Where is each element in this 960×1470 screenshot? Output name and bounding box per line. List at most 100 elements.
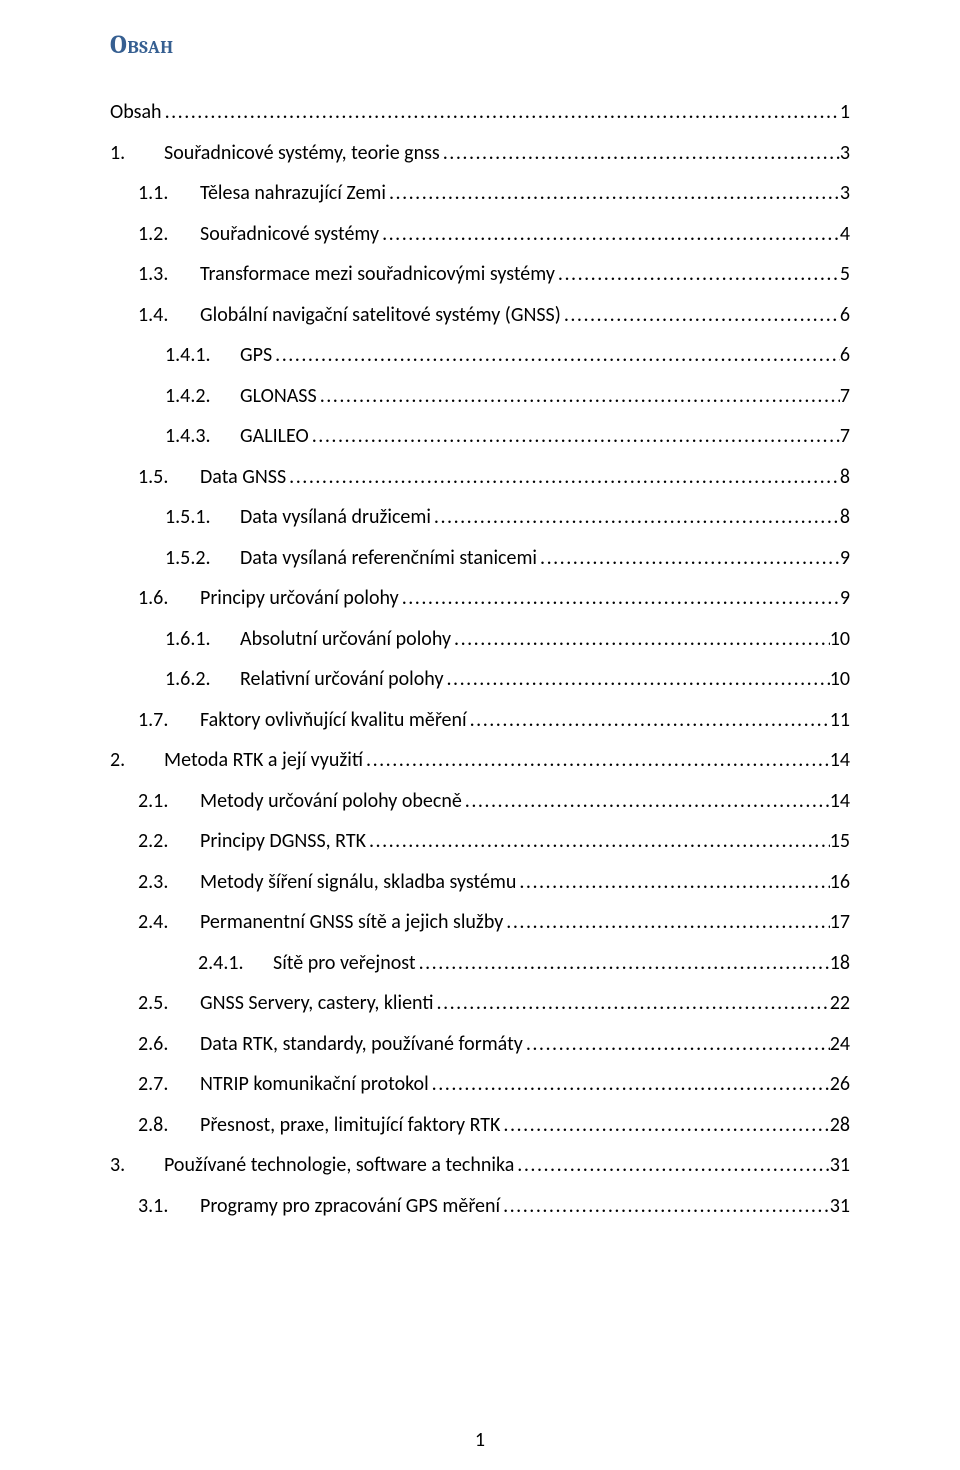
- toc-entry-leader: [467, 710, 830, 730]
- toc-entry: 2.2.Principy DGNSS, RTK 15: [110, 831, 850, 851]
- toc-entry-title: GNSS Servery, castery, klienti: [200, 991, 434, 1015]
- toc-entry-page: 5: [840, 264, 850, 284]
- toc-entry: 2.4.1.Sítě pro veřejnost 18: [110, 953, 850, 973]
- toc-entry-number: 1.5.: [138, 467, 200, 487]
- toc-entry-title: Tělesa nahrazující Zemi: [200, 181, 386, 205]
- toc-entry-page: 7: [840, 426, 850, 446]
- toc-entry-number: 1.4.: [138, 305, 200, 325]
- toc-entry-title: Sítě pro veřejnost: [273, 951, 416, 975]
- toc-entry-page: 9: [840, 548, 850, 568]
- toc-entry-leader: [516, 872, 829, 892]
- toc-entry-title: Data vysílaná družicemi: [240, 505, 431, 529]
- toc-entry-page: 6: [840, 305, 850, 325]
- toc-entry-page: 3: [840, 143, 850, 163]
- toc-entry-number: 2.1.: [138, 791, 200, 811]
- toc-entry: 1.4.1.GPS 6: [110, 345, 850, 365]
- toc-entry-leader: [386, 183, 840, 203]
- toc-entry: 1.3.Transformace mezi souřadnicovými sys…: [110, 264, 850, 284]
- toc-entry-title: Principy určování polohy: [200, 586, 399, 610]
- toc-entry-number: 1.6.1.: [165, 629, 240, 649]
- toc-entry-label: 1.3.Transformace mezi souřadnicovými sys…: [138, 264, 555, 284]
- toc-entry-leader: [500, 1115, 829, 1135]
- toc-entry-leader: [366, 831, 830, 851]
- toc-entry: 2.8.Přesnost, praxe, limitující faktory …: [110, 1115, 850, 1135]
- toc-entry: Obsah 1: [110, 102, 850, 122]
- toc-entry-page: 11: [830, 710, 850, 730]
- toc-entry: 2.5.GNSS Servery, castery, klienti 22: [110, 993, 850, 1013]
- toc-entry-number: 1.4.2.: [165, 386, 240, 406]
- toc-entry-number: 1.7.: [138, 710, 200, 730]
- toc-entry-title: Obsah: [110, 100, 162, 124]
- toc-entry-label: 1.5.Data GNSS: [138, 467, 286, 487]
- toc-entry-page: 1: [840, 102, 850, 122]
- toc-entry-page: 16: [830, 872, 850, 892]
- toc-entry-number: 2.4.1.: [198, 953, 273, 973]
- toc-entry-title: Principy DGNSS, RTK: [200, 829, 366, 853]
- toc-entry-title: Metoda RTK a její využití: [164, 748, 363, 772]
- toc-entry-label: 1.5.2.Data vysílaná referenčními stanice…: [165, 548, 537, 568]
- toc-entry-title: NTRIP komunikační protokol: [200, 1072, 429, 1096]
- toc-entry-number: 2.3.: [138, 872, 200, 892]
- toc-entry-leader: [444, 669, 830, 689]
- toc-entry-label: Obsah: [110, 102, 162, 122]
- toc-entry-leader: [451, 629, 830, 649]
- toc-entry-title: Přesnost, praxe, limitující faktory RTK: [200, 1113, 500, 1137]
- toc-entry-leader: [503, 912, 829, 932]
- toc-entry-number: 1.3.: [138, 264, 200, 284]
- toc-entry-label: 1.6.2.Relativní určování polohy: [165, 669, 444, 689]
- toc-entry-label: 1.5.1.Data vysílaná družicemi: [165, 507, 431, 527]
- toc-entry: 1.6.1.Absolutní určování polohy 10: [110, 629, 850, 649]
- toc-entry-title: Permanentní GNSS sítě a jejich služby: [200, 910, 503, 934]
- toc-entry-title: GPS: [240, 343, 272, 367]
- toc-entry-number: 3.: [110, 1155, 164, 1175]
- toc-entry-leader: [462, 791, 830, 811]
- toc-entry-label: 1.7.Faktory ovlivňující kvalitu měření: [138, 710, 467, 730]
- toc-entry: 2.3.Metody šíření signálu, skladba systé…: [110, 872, 850, 892]
- toc-entry: 2.7.NTRIP komunikační protokol 26: [110, 1074, 850, 1094]
- toc-entry-label: 1.1.Tělesa nahrazující Zemi: [138, 183, 386, 203]
- toc-entry: 2.Metoda RTK a její využití 14: [110, 750, 850, 770]
- toc-entry: 1.7.Faktory ovlivňující kvalitu měření 1…: [110, 710, 850, 730]
- toc-entry: 1.4.2.GLONASS 7: [110, 386, 850, 406]
- toc-entry-title: Globální navigační satelitové systémy (G…: [200, 303, 561, 327]
- toc-entry-label: 2.2.Principy DGNSS, RTK: [138, 831, 366, 851]
- toc-entry: 1.4.Globální navigační satelitové systém…: [110, 305, 850, 325]
- toc-entry-title: Data RTK, standardy, používané formáty: [200, 1032, 523, 1056]
- toc-entry-number: 2.6.: [138, 1034, 200, 1054]
- toc-entry-title: GLONASS: [240, 384, 317, 408]
- toc-entry-leader: [317, 386, 840, 406]
- toc-entry-leader: [431, 507, 840, 527]
- toc-entry: 1.6.Principy určování polohy 9: [110, 588, 850, 608]
- toc-entry-label: 2.5.GNSS Servery, castery, klienti: [138, 993, 434, 1013]
- toc-entry-title: Souřadnicové systémy: [200, 222, 379, 246]
- toc-entry-label: 3.1.Programy pro zpracování GPS měření: [138, 1196, 500, 1216]
- toc-container: Obsah 11.Souřadnicové systémy, teorie gn…: [110, 102, 850, 1216]
- toc-entry-label: 1.4.1.GPS: [165, 345, 272, 365]
- toc-entry-leader: [363, 750, 830, 770]
- toc-entry-title: Absolutní určování polohy: [240, 627, 451, 651]
- toc-entry-page: 26: [830, 1074, 850, 1094]
- toc-entry: 2.4.Permanentní GNSS sítě a jejich služb…: [110, 912, 850, 932]
- toc-entry-number: 1.4.1.: [165, 345, 240, 365]
- toc-entry-leader: [537, 548, 840, 568]
- toc-heading: Obsah: [110, 30, 850, 60]
- toc-entry-number: 2.5.: [138, 993, 200, 1013]
- toc-entry-number: 3.1.: [138, 1196, 200, 1216]
- toc-entry-leader: [500, 1196, 830, 1216]
- toc-entry-title: Transformace mezi souřadnicovými systémy: [200, 262, 555, 286]
- toc-entry-number: 2.7.: [138, 1074, 200, 1094]
- toc-entry-title: Metody šíření signálu, skladba systému: [200, 870, 516, 894]
- toc-entry-leader: [514, 1155, 829, 1175]
- toc-entry-leader: [272, 345, 840, 365]
- toc-entry-number: 1.6.: [138, 588, 200, 608]
- toc-entry-title: Programy pro zpracování GPS měření: [200, 1194, 500, 1218]
- toc-entry-page: 17: [830, 912, 850, 932]
- toc-entry-number: 2.4.: [138, 912, 200, 932]
- toc-entry-label: 2.6.Data RTK, standardy, používané formá…: [138, 1034, 523, 1054]
- toc-entry-label: 2.3.Metody šíření signálu, skladba systé…: [138, 872, 516, 892]
- toc-entry-label: 1.6.1.Absolutní určování polohy: [165, 629, 451, 649]
- toc-entry-page: 31: [830, 1196, 850, 1216]
- toc-entry-page: 3: [840, 183, 850, 203]
- toc-entry-leader: [523, 1034, 830, 1054]
- toc-entry-leader: [561, 305, 840, 325]
